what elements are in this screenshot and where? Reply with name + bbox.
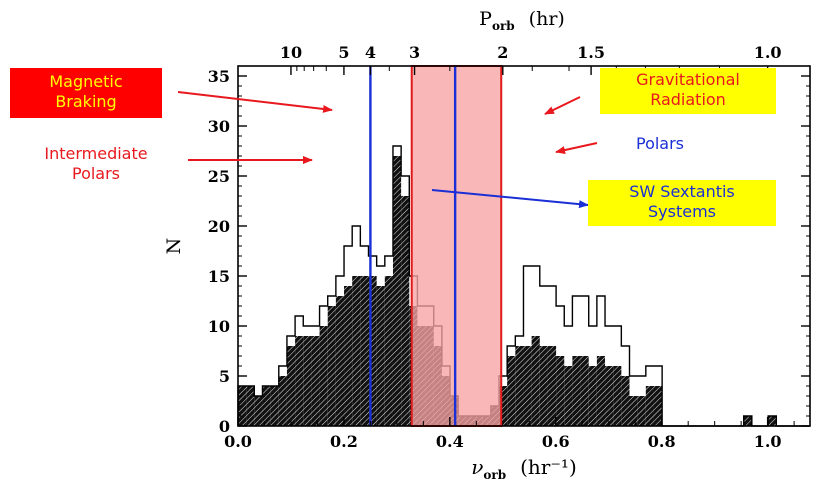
sw-sextantis-line-2: Systems xyxy=(648,202,716,221)
x-tick-label: 0.0 xyxy=(224,432,252,451)
hatched-bar xyxy=(246,386,255,426)
polars-label: Polars xyxy=(600,128,720,160)
hatched-bar xyxy=(360,276,369,426)
hatched-bar xyxy=(303,336,312,426)
top-axis-label: Porb (hr) xyxy=(479,8,565,33)
hatched-bar xyxy=(311,336,320,426)
hatched-bar xyxy=(572,356,581,426)
hatched-bar xyxy=(580,356,589,426)
y-axis-label: N xyxy=(163,238,185,255)
hatched-bar xyxy=(352,276,361,426)
top-tick-label: 1.5 xyxy=(577,43,605,62)
y-tick-label: 15 xyxy=(208,267,230,286)
hatched-bar xyxy=(523,346,532,426)
x-axis-label-unit: (hr⁻¹) xyxy=(520,455,577,479)
gravitational-radiation-line-1: Gravitational xyxy=(636,70,740,89)
top-tick-label: 2 xyxy=(497,43,508,62)
magnetic-braking-line-1: Magnetic xyxy=(49,72,123,91)
polars-line-1: Polars xyxy=(635,134,685,153)
x-axis-label: νorb (hr⁻¹) xyxy=(471,455,577,482)
hatched-bar xyxy=(743,416,752,426)
annotation-arrows xyxy=(177,91,598,209)
intermediate-polars-line-2: Polars xyxy=(71,164,121,183)
hatched-bar xyxy=(613,366,622,426)
top-axis-label-symbol: P xyxy=(479,8,492,30)
y-tick-label: 20 xyxy=(208,217,230,236)
hatched-bar xyxy=(564,366,573,426)
hatched-bar xyxy=(768,416,777,426)
gravitational-radiation-label: Gravitational Radiation xyxy=(600,68,776,114)
hatched-bar xyxy=(556,356,565,426)
top-axis-label-subscript: orb xyxy=(492,19,515,33)
hatched-bar xyxy=(515,346,524,426)
hatched-bar xyxy=(335,296,345,426)
hatched-bar xyxy=(278,376,287,426)
hatched-bar xyxy=(539,346,548,426)
sw-sextantis-label: SW Sextantis Systems xyxy=(588,180,776,226)
intermediate-polars-label: Intermediate Polars xyxy=(10,138,182,194)
top-axis-label-unit: (hr) xyxy=(529,8,565,30)
y-tick-label: 5 xyxy=(219,367,230,386)
hatched-bar xyxy=(596,356,606,426)
hatched-bar xyxy=(319,326,328,426)
hatched-bar xyxy=(262,386,271,426)
y-tick-label: 30 xyxy=(208,117,230,136)
sw-sextantis-arrow xyxy=(431,189,589,209)
hatched-bar xyxy=(547,346,557,426)
hatched-bar xyxy=(392,156,402,426)
histogram-bars xyxy=(237,145,809,427)
x-axis-label-subscript: orb xyxy=(483,468,506,482)
top-tick-label: 3 xyxy=(409,43,420,62)
y-tick-label: 10 xyxy=(208,317,230,336)
sw-sextantis-line-1: SW Sextantis xyxy=(629,182,735,201)
magnetic-braking-arrow xyxy=(177,91,333,113)
y-tick-label: 25 xyxy=(208,167,230,186)
hatched-bar xyxy=(327,306,336,426)
x-tick-label: 0.4 xyxy=(436,432,464,451)
hatched-bar xyxy=(270,386,279,426)
hatched-bar xyxy=(629,396,638,426)
hatched-bar xyxy=(637,396,646,426)
magnetic-braking-line-2: Braking xyxy=(55,92,117,111)
hatched-bar xyxy=(645,386,654,426)
top-tick-label: 5 xyxy=(338,43,349,62)
magnetic-braking-label: Magnetic Braking xyxy=(10,68,162,118)
y-tick-label: 0 xyxy=(219,417,230,436)
x-tick-label: 0.2 xyxy=(330,432,358,451)
top-tick-label: 10 xyxy=(280,43,302,62)
gravitational-radiation-line-2: Radiation xyxy=(650,90,726,109)
polars-arrow xyxy=(555,142,598,154)
top-tick-label: 4 xyxy=(365,43,376,62)
hatched-bar xyxy=(531,336,540,426)
hatched-bar xyxy=(295,336,304,426)
period-gap-band xyxy=(410,65,503,427)
hatched-bar xyxy=(384,276,393,426)
hatched-bar xyxy=(499,386,508,426)
hatched-bar xyxy=(344,286,353,426)
hatched-bar xyxy=(507,356,516,426)
hatched-bar xyxy=(238,386,247,426)
y-tick-label: 35 xyxy=(208,67,230,86)
hatched-bar xyxy=(286,346,296,426)
hatched-bar xyxy=(254,396,263,426)
hatched-bar xyxy=(605,366,614,426)
intermediate-polars-line-1: Intermediate xyxy=(44,144,148,163)
hatched-bar xyxy=(376,286,385,426)
hatched-bar xyxy=(621,376,630,426)
x-tick-label: 0.8 xyxy=(648,432,676,451)
x-tick-label: 0.6 xyxy=(542,432,570,451)
gravitational-radiation-arrow xyxy=(544,96,581,115)
x-tick-label: 1.0 xyxy=(754,432,782,451)
hatched-bar xyxy=(401,196,410,426)
x-axis-label-symbol: ν xyxy=(471,455,483,479)
top-tick-label: 1.0 xyxy=(754,43,782,62)
hatched-bar xyxy=(653,386,663,426)
hatched-bar xyxy=(368,276,377,426)
hatched-bar xyxy=(588,366,597,426)
